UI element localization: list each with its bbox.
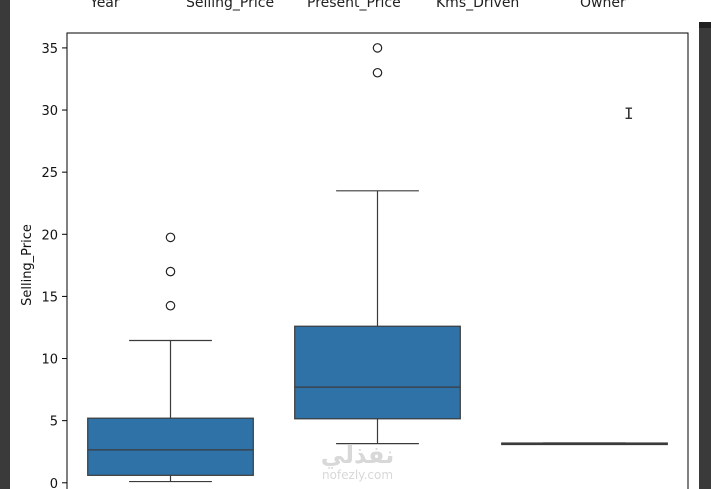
watermark-latin: nofezly.com xyxy=(321,468,394,482)
y-tick-label: 35 xyxy=(41,42,58,57)
y-axis-label: Selling_Price xyxy=(20,224,35,306)
y-tick-label: 15 xyxy=(41,290,58,305)
scrollbar-thumb[interactable] xyxy=(699,22,711,28)
y-tick-label: 30 xyxy=(41,104,58,119)
y-tick-label: 25 xyxy=(41,166,58,181)
outlier-point xyxy=(372,67,383,78)
watermark-arabic: نفذلي xyxy=(320,441,395,469)
scrollbar-track[interactable] xyxy=(699,22,711,489)
left-window-edge xyxy=(0,0,10,489)
iqr-box xyxy=(87,417,254,476)
outlier-point xyxy=(165,232,176,243)
header-col-kms-driven: Kms_Driven xyxy=(436,0,520,11)
header-col-owner: Owner xyxy=(580,0,626,11)
header-col-present-price: Present_Price xyxy=(307,0,401,11)
iqr-box xyxy=(294,325,461,420)
y-tick-label: 10 xyxy=(41,353,58,368)
outlier-point xyxy=(372,43,383,53)
y-tick-label: 20 xyxy=(41,228,58,243)
y-tick-label: 0 xyxy=(50,477,58,489)
outlier-point xyxy=(165,266,176,277)
watermark: نفذلي nofezly.com xyxy=(310,442,405,482)
header-col-year: Year xyxy=(90,0,120,11)
y-tick-label: 5 xyxy=(50,415,58,430)
text-cursor-icon: I xyxy=(624,104,634,123)
box-group-1 xyxy=(87,232,254,483)
header-col-selling-price: Selling_Price xyxy=(186,0,275,11)
box-group-2 xyxy=(294,43,461,445)
outlier-point xyxy=(165,300,176,311)
box-group-3 xyxy=(501,442,668,446)
plot-frame xyxy=(66,32,689,489)
